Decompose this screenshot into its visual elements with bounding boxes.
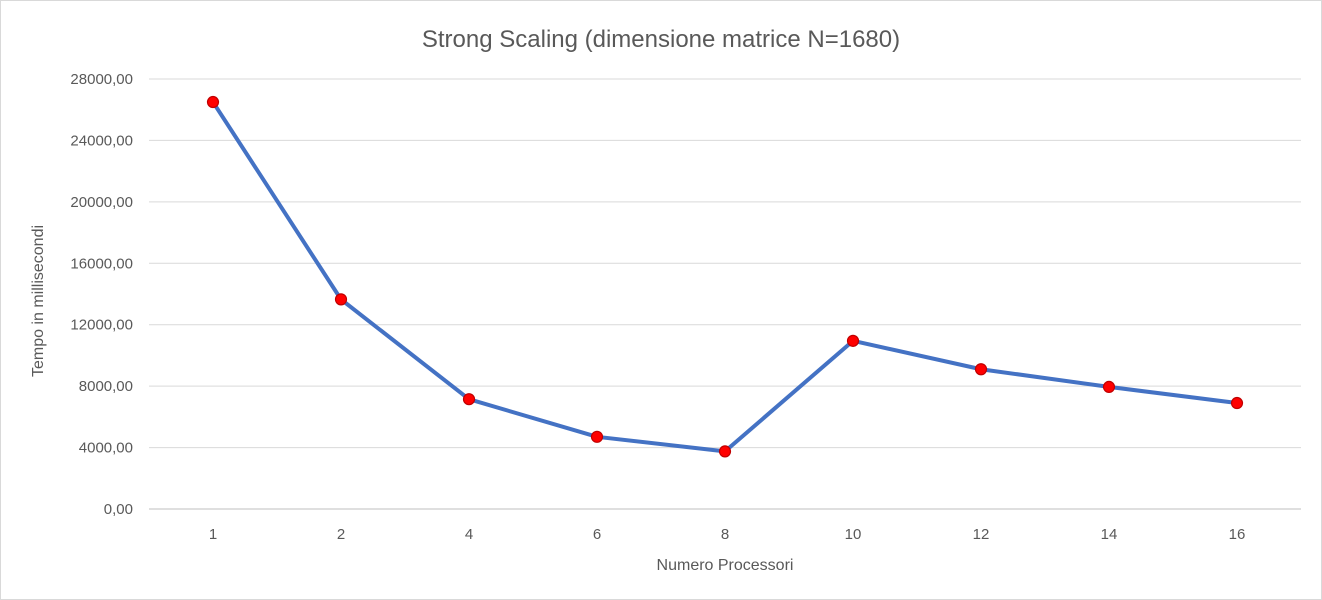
- data-point: [974, 363, 988, 376]
- x-tick-label: 6: [593, 526, 601, 543]
- data-point: [1230, 396, 1244, 410]
- data-point: [846, 334, 860, 347]
- data-point: [334, 293, 348, 306]
- data-point: [462, 393, 476, 406]
- chart-title: Strong Scaling (dimensione matrice N=168…: [422, 26, 900, 53]
- y-tick-label: 28000,00: [70, 71, 133, 88]
- x-tick-label: 4: [465, 526, 473, 543]
- y-tick-label: 0,00: [104, 501, 133, 518]
- x-axis-label: Numero Processori: [657, 557, 794, 574]
- series-line: [211, 100, 1239, 454]
- data-point: [718, 445, 732, 458]
- data-point: [206, 95, 220, 109]
- y-tick-label: 24000,00: [70, 132, 133, 149]
- x-tick-label: 16: [1229, 526, 1246, 543]
- series-layer: [206, 95, 1244, 458]
- data-point: [1102, 380, 1116, 394]
- y-tick-label: 4000,00: [79, 440, 133, 457]
- y-axis-label: Tempo in millisecondi: [30, 225, 47, 377]
- y-axis-ticks: 0,00 4000,00 8000,00 12000,00 16000,00 20000,…: [70, 71, 133, 518]
- x-tick-label: 2: [337, 526, 345, 543]
- data-point: [590, 430, 604, 443]
- x-axis-ticks: 1 2 4 6 8 10 12 14 16: [209, 526, 1246, 543]
- y-tick-label: 20000,00: [70, 194, 133, 211]
- y-tick-label: 8000,00: [79, 378, 133, 395]
- x-tick-label: 12: [973, 526, 990, 543]
- x-tick-label: 14: [1101, 526, 1118, 543]
- x-tick-label: 8: [721, 526, 729, 543]
- x-tick-label: 1: [209, 526, 217, 543]
- gridlines: [149, 78, 1301, 510]
- x-tick-label: 10: [845, 526, 862, 543]
- y-tick-label: 12000,00: [70, 317, 133, 334]
- y-tick-label: 16000,00: [70, 255, 133, 272]
